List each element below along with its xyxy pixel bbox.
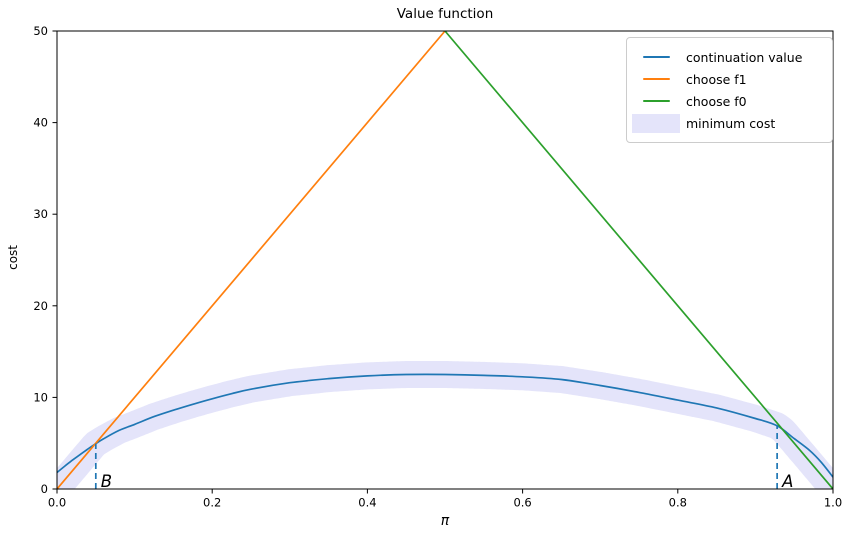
chart-title: Value function bbox=[396, 6, 494, 22]
y-tick-label: 10 bbox=[33, 390, 48, 404]
threshold-label-A: A bbox=[781, 472, 793, 491]
minimum-cost-band bbox=[57, 361, 833, 489]
legend-band-swatch bbox=[632, 113, 680, 133]
y-tick-label: 0 bbox=[41, 482, 48, 496]
x-tick-label: 0.8 bbox=[669, 496, 687, 510]
legend-item: choose f1 bbox=[632, 69, 824, 89]
x-tick-label: 0.2 bbox=[203, 496, 221, 510]
plot-frame bbox=[56, 30, 834, 490]
legend-item: continuation value bbox=[632, 47, 824, 67]
x-tick-label: 0.6 bbox=[513, 496, 531, 510]
legend-swatch-color bbox=[643, 99, 670, 103]
legend-line-swatch bbox=[632, 77, 680, 81]
choose-f1-line bbox=[57, 31, 446, 489]
y-axis-label: cost bbox=[6, 245, 20, 270]
legend-line-swatch bbox=[632, 55, 680, 59]
legend-item-label: choose f1 bbox=[686, 71, 747, 87]
y-tick-label: 50 bbox=[33, 24, 48, 38]
series-lines-layer bbox=[57, 31, 833, 489]
legend-item-label: minimum cost bbox=[686, 115, 776, 131]
x-tick-label: 0.0 bbox=[48, 496, 66, 510]
continuation-value-line bbox=[57, 373, 833, 478]
legend-item-label: continuation value bbox=[686, 49, 803, 65]
minimum-cost-band-layer bbox=[57, 361, 833, 489]
legend-item-label: choose f0 bbox=[686, 93, 747, 109]
legend: continuation value choose f1 choose f0 mini… bbox=[626, 37, 833, 143]
legend-swatch-color bbox=[643, 55, 670, 59]
legend-swatch-color bbox=[643, 77, 670, 81]
y-tick-label: 20 bbox=[33, 299, 48, 313]
legend-swatch-color bbox=[632, 113, 680, 133]
y-tick-label: 30 bbox=[33, 207, 48, 221]
axis-ticks-layer: 0.0 0.2 0.4 0.6 0.8 1.0 0 10 20 30 40 50 bbox=[33, 24, 842, 510]
legend-line-swatch bbox=[632, 99, 680, 103]
legend-item: minimum cost bbox=[632, 113, 824, 133]
x-axis-label: π bbox=[440, 513, 450, 529]
choose-f0-line bbox=[444, 31, 833, 489]
x-tick-label: 0.4 bbox=[358, 496, 376, 510]
threshold-label-B: B bbox=[101, 472, 112, 491]
y-tick-label: 40 bbox=[33, 116, 48, 130]
x-tick-label: 1.0 bbox=[824, 496, 842, 510]
legend-item: choose f0 bbox=[632, 91, 824, 111]
